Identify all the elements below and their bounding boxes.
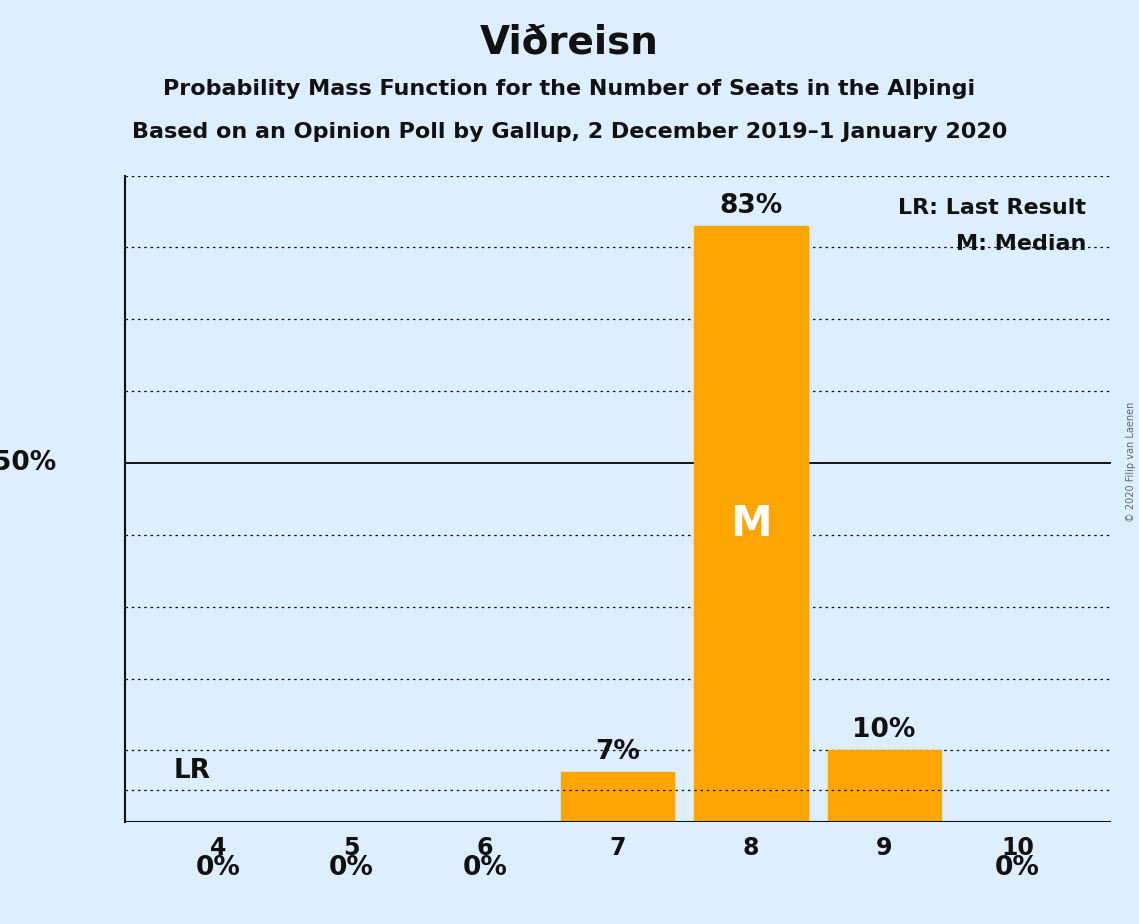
Text: 7%: 7%	[596, 739, 640, 765]
Text: 10%: 10%	[852, 717, 916, 743]
Bar	[562, 772, 674, 822]
Text: 0%: 0%	[994, 855, 1040, 881]
Text: LR: Last Result: LR: Last Result	[898, 199, 1085, 218]
Text: LR: LR	[173, 759, 211, 784]
Text: Probability Mass Function for the Number of Seats in the Alþingi: Probability Mass Function for the Number…	[163, 79, 976, 99]
Bar	[695, 225, 808, 822]
Text: Based on an Opinion Poll by Gallup, 2 December 2019–1 January 2020: Based on an Opinion Poll by Gallup, 2 De…	[132, 122, 1007, 142]
Text: 83%: 83%	[720, 193, 782, 219]
Bar	[828, 750, 941, 822]
Text: 50%: 50%	[0, 450, 56, 476]
Text: 0%: 0%	[462, 855, 507, 881]
Text: M: Median: M: Median	[956, 234, 1085, 254]
Text: M: M	[730, 503, 772, 545]
Text: 0%: 0%	[196, 855, 241, 881]
Text: 0%: 0%	[329, 855, 374, 881]
Text: Viðreisn: Viðreisn	[480, 23, 659, 61]
Text: © 2020 Filip van Laenen: © 2020 Filip van Laenen	[1125, 402, 1136, 522]
